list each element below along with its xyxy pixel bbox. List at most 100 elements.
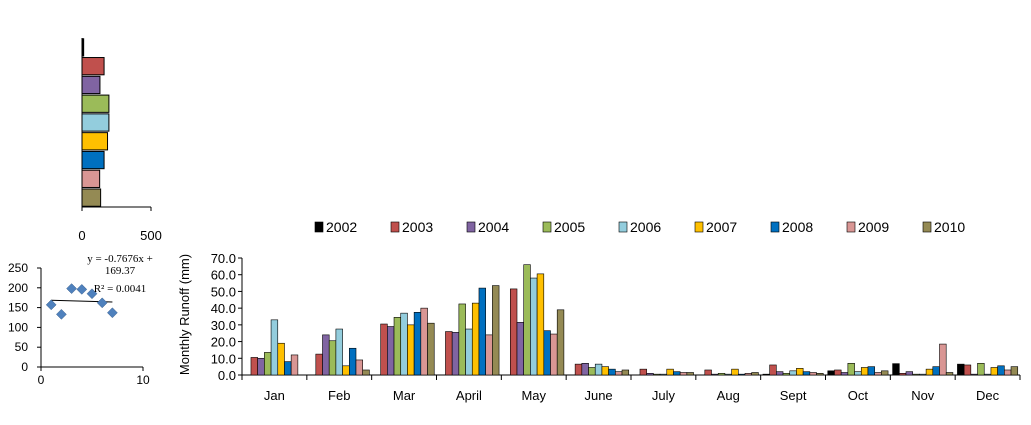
bar-2004-April xyxy=(451,332,460,376)
bar-2008-July xyxy=(673,371,681,376)
main-y-tick-label: 0.0 xyxy=(218,368,236,383)
main-y-tick-label: 60.0 xyxy=(211,268,236,283)
scatter-point xyxy=(76,284,88,295)
hbar-x-tick-label: 500 xyxy=(140,228,162,243)
scatter-point xyxy=(66,283,77,294)
bar-2010-May xyxy=(556,309,565,376)
bar-2003-Jan xyxy=(250,357,258,376)
bar-2009-July xyxy=(679,372,688,376)
bar-2009-Jan xyxy=(290,354,299,376)
bar-2009-Oct xyxy=(874,372,882,376)
bar-2004-Aug xyxy=(711,373,719,376)
bar-2010-June xyxy=(621,369,630,376)
legend-label-2006: 2006 xyxy=(630,219,661,235)
bar-2005-Nov xyxy=(912,373,920,376)
scatter-equation-line2: 169.37 xyxy=(105,265,136,277)
main-y-tick-label: 70.0 xyxy=(211,251,236,266)
legend-swatch-2008 xyxy=(770,221,780,233)
bar-2005-Aug xyxy=(717,373,726,376)
bar-2006-May xyxy=(530,277,538,376)
bar-2003-May xyxy=(509,288,518,376)
bar-2004-Sept xyxy=(776,371,784,376)
bar-2007-Oct xyxy=(860,367,869,376)
hbar-x-tick-label: 0 xyxy=(78,228,85,243)
bar-2003-Aug xyxy=(704,369,712,376)
scatter-point xyxy=(56,308,67,320)
bar-2006-Jan xyxy=(270,319,279,376)
hbar-2004 xyxy=(81,75,101,95)
scatter-point xyxy=(86,288,98,300)
bar-2009-Dec xyxy=(1004,369,1012,376)
legend-swatch-2010 xyxy=(922,221,932,233)
bar-2006-Oct xyxy=(854,371,862,376)
legend-swatch-2007 xyxy=(694,221,704,233)
bar-2006-Feb xyxy=(335,328,343,376)
bar-2004-Dec xyxy=(970,373,978,376)
bar-2006-Nov xyxy=(919,373,927,376)
bar-2004-Oct xyxy=(840,372,849,376)
bar-2004-Nov xyxy=(905,371,913,376)
bar-2005-July xyxy=(653,373,661,376)
bar-2005-Feb xyxy=(328,340,337,376)
scatter-point xyxy=(96,297,108,309)
bar-2007-Jan xyxy=(277,342,285,376)
legend-swatch-2002 xyxy=(314,221,324,233)
main-y-tick-label: 20.0 xyxy=(211,335,236,350)
bar-2007-Sept xyxy=(796,368,804,376)
legend-swatch-2006 xyxy=(618,221,628,233)
bar-2010-Sept xyxy=(816,373,824,376)
bar-2005-April xyxy=(458,303,466,376)
bar-2009-Feb xyxy=(355,359,363,376)
bar-2009-Aug xyxy=(744,373,752,376)
main-x-tick-label: July xyxy=(652,388,676,403)
legend-label-2008: 2008 xyxy=(782,219,813,235)
scatter-x-tick-label: 0 xyxy=(38,373,45,387)
scatter-y-tick-label: 100 xyxy=(8,320,28,334)
legend-label-2005: 2005 xyxy=(554,219,585,235)
bar-2004-June xyxy=(581,362,589,376)
hbar-2007 xyxy=(81,132,109,151)
bar-2007-April xyxy=(471,302,480,376)
bar-2007-May xyxy=(536,273,545,376)
scatter-point xyxy=(107,307,118,319)
bar-2005-Oct xyxy=(847,362,855,376)
bar-2008-Nov xyxy=(932,366,940,376)
bar-2005-May xyxy=(523,264,531,376)
main-x-tick-label: Nov xyxy=(911,388,935,403)
bar-2008-Feb xyxy=(348,347,357,376)
bar-2007-Mar xyxy=(407,324,415,376)
bar-2008-Oct xyxy=(867,366,875,376)
hbar-2003 xyxy=(81,57,105,76)
bar-2004-May xyxy=(516,322,524,376)
main-x-tick-label: Sept xyxy=(780,388,807,403)
scatter-y-tick-label: 0 xyxy=(21,360,28,374)
main-x-tick-label: Dec xyxy=(976,388,1000,403)
legend-label-2002: 2002 xyxy=(326,219,357,235)
legend-swatch-2003 xyxy=(390,221,400,233)
bar-2003-Sept xyxy=(769,364,777,376)
bar-2002-Dec xyxy=(957,363,965,376)
bar-2005-Sept xyxy=(782,373,791,376)
bar-2009-June xyxy=(615,371,623,376)
bar-2010-July xyxy=(686,372,694,376)
bar-2008-June xyxy=(608,368,616,376)
bar-2009-April xyxy=(485,334,493,376)
bar-2004-July xyxy=(646,373,654,376)
legend-label-2010: 2010 xyxy=(934,219,965,235)
main-y-tick-label: 30.0 xyxy=(211,318,236,333)
bar-2003-July xyxy=(639,368,647,376)
bar-2006-Sept xyxy=(789,370,797,376)
main-x-tick-label: Feb xyxy=(328,388,350,403)
bar-2008-Mar xyxy=(413,312,422,376)
bar-2008-Aug xyxy=(737,373,746,376)
bar-2006-June xyxy=(594,363,603,376)
bar-2006-Dec xyxy=(983,373,992,376)
bar-2007-June xyxy=(601,366,609,376)
hbar-2010 xyxy=(81,188,102,207)
main-x-tick-label: Aug xyxy=(717,388,740,403)
scatter-y-tick-label: 250 xyxy=(8,261,28,275)
bar-2008-May xyxy=(543,330,551,376)
bar-2003-June xyxy=(574,363,583,376)
scatter-point xyxy=(45,299,57,311)
bar-2010-Mar xyxy=(427,322,435,376)
